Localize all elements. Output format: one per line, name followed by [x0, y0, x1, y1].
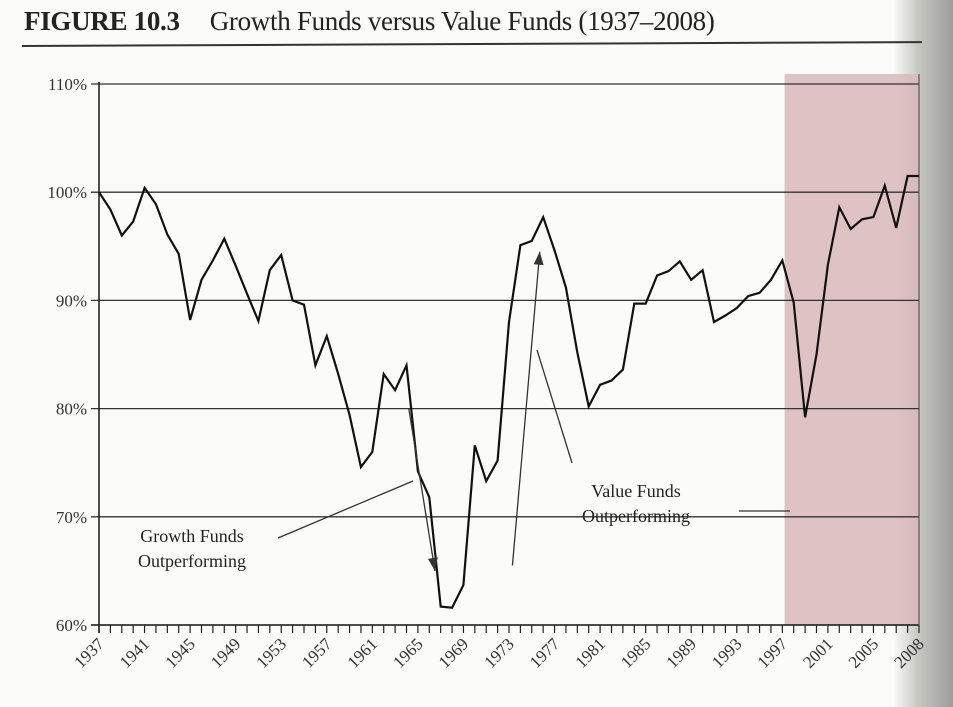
growth-leader-line [277, 480, 414, 539]
annotation-value-funds: Value Funds Outperforming [582, 479, 690, 529]
growth-arrow-head [427, 557, 438, 571]
x-tick-label: 1969 [435, 634, 472, 671]
shaded-region [784, 74, 919, 625]
annotation-value-line2: Outperforming [582, 506, 690, 526]
figure-number: FIGURE 10.3 [24, 6, 180, 36]
figure-caption: Growth Funds versus Value Funds (1937–20… [209, 6, 715, 36]
growth-arrow-line [408, 408, 436, 572]
value-arrow-line [511, 251, 541, 566]
x-tick-label: 1989 [663, 634, 700, 671]
annotation-growth-line1: Growth Funds [140, 526, 244, 546]
y-tick-label: 100% [47, 183, 87, 202]
annotation-growth-line2: Outperforming [138, 551, 246, 571]
x-tick-label: 1985 [617, 634, 654, 671]
x-tick-label: 1973 [480, 634, 517, 671]
x-tick-label: 2001 [799, 634, 836, 671]
x-tick-label: 1949 [207, 634, 244, 671]
annotation-value-line1: Value Funds [591, 481, 681, 501]
series-line [98, 174, 919, 609]
value-leader-line [536, 349, 573, 464]
y-tick-label: 80% [56, 400, 87, 419]
y-tick-label: 60% [56, 616, 87, 635]
x-tick-label: 2008 [890, 634, 927, 671]
x-tick-label: 1993 [708, 634, 745, 671]
y-tick-label: 110% [48, 75, 87, 94]
x-tick-label: 1965 [389, 634, 426, 671]
x-tick-label: 2005 [845, 634, 882, 671]
x-tick-label: 1997 [754, 634, 792, 672]
x-tick-label: 1937 [70, 634, 108, 672]
y-tick-label: 90% [56, 291, 87, 310]
annotation-growth-funds: Growth Funds Outperforming [138, 524, 246, 574]
x-tick-label: 1961 [344, 634, 381, 671]
x-tick-label: 1981 [571, 634, 608, 671]
x-tick-label: 1945 [161, 634, 198, 671]
x-tick-label: 1953 [253, 634, 290, 671]
x-tick-label: 1941 [116, 634, 153, 671]
y-tick-label: 70% [56, 508, 87, 527]
x-tick-label: 1957 [298, 634, 336, 672]
value-arrow-head [533, 251, 544, 266]
x-tick-label: 1977 [526, 634, 564, 672]
figure-title: FIGURE 10.3 Growth Funds versus Value Fun… [24, 6, 715, 37]
